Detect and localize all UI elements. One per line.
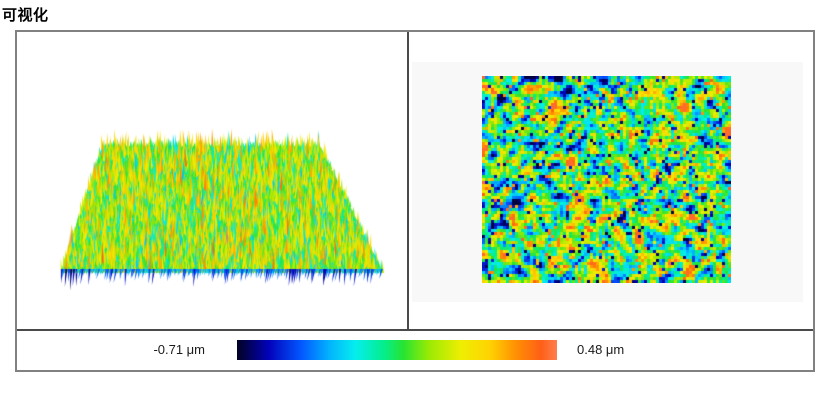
heightmap-render — [482, 76, 731, 283]
visualization-figure: -0.71 μm 0.48 μm — [15, 30, 815, 372]
colorbar-divider-horizontal — [17, 329, 813, 331]
heightmap-panel — [409, 32, 813, 329]
colorbar-gradient — [237, 340, 557, 360]
section-title: 可视化 — [2, 7, 49, 24]
surface-3d-render — [57, 118, 393, 298]
surface-3d-panel — [17, 32, 407, 329]
panel-divider-vertical — [407, 32, 409, 329]
colorbar-max-label: 0.48 μm — [577, 342, 625, 357]
heightmap-background — [412, 62, 803, 302]
colorbar-min-label: -0.71 μm — [153, 342, 205, 357]
colorbar-strip: -0.71 μm 0.48 μm — [17, 331, 813, 368]
